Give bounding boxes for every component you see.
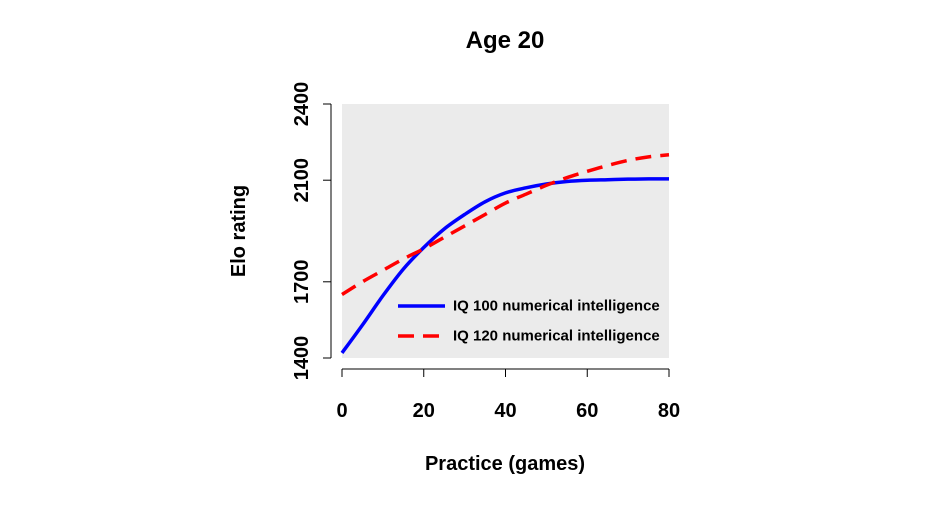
legend-label: IQ 100 numerical intelligence bbox=[453, 298, 660, 315]
series-layer bbox=[340, 153, 670, 354]
series-line-iq100 bbox=[340, 177, 670, 354]
x-tick-label: 40 bbox=[494, 400, 516, 422]
y-tick-label: 2400 bbox=[291, 82, 313, 127]
y-tick-label: 1700 bbox=[291, 260, 313, 305]
series-line-iq120 bbox=[341, 153, 670, 296]
x-tick-label: 80 bbox=[658, 400, 680, 422]
y-tick-label: 1400 bbox=[291, 336, 313, 381]
legend-label: IQ 120 numerical intelligence bbox=[453, 328, 660, 345]
x-tick-label: 60 bbox=[576, 400, 598, 422]
y-axis: 1400 1700 2100 2400 bbox=[291, 82, 332, 381]
legend: IQ 100 numerical intelligence IQ 120 nume… bbox=[398, 298, 660, 345]
y-axis-label: Elo rating bbox=[228, 185, 250, 277]
chart-title: Age 20 bbox=[466, 27, 545, 54]
x-axis: 0 20 40 60 80 bbox=[336, 368, 680, 422]
y-tick-label: 2100 bbox=[291, 158, 313, 203]
x-axis-label: Practice (games) bbox=[425, 453, 585, 475]
x-tick-label: 0 bbox=[336, 400, 347, 422]
plot-panel bbox=[342, 104, 669, 358]
x-tick-label: 20 bbox=[413, 400, 435, 422]
